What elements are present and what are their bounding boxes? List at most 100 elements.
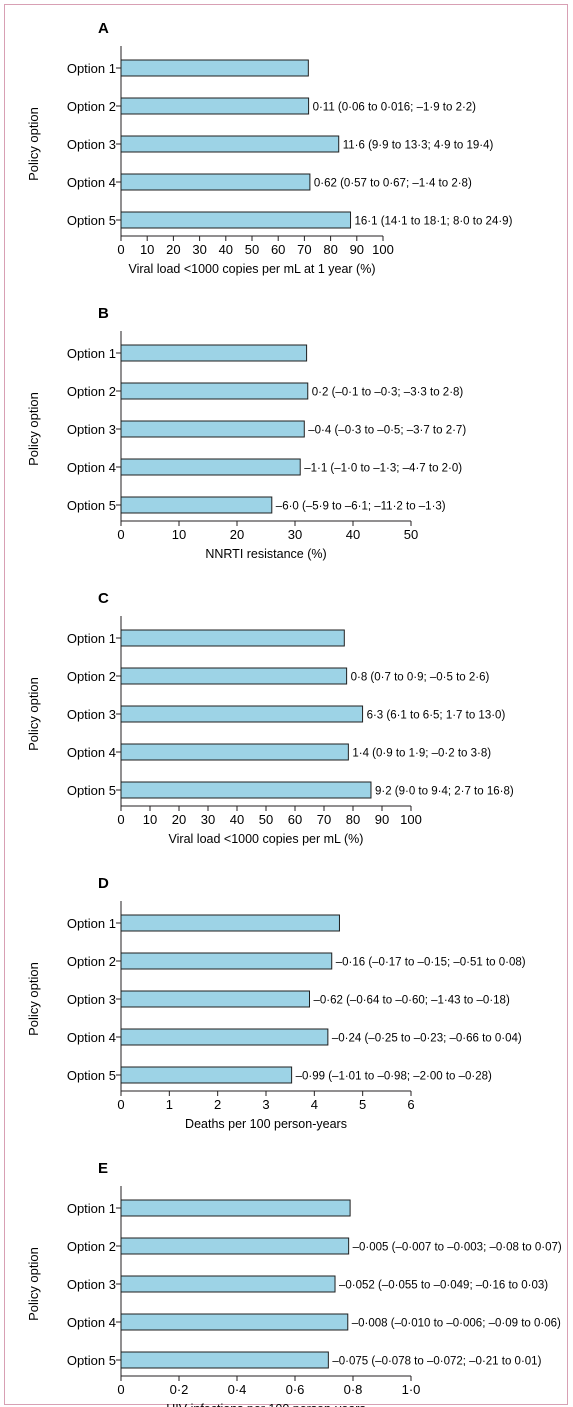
panel-e-x-tick-label: 1·0 xyxy=(402,1382,421,1397)
panel-e-x-tick-label: 0·6 xyxy=(286,1382,305,1397)
panel-d-bar xyxy=(120,1028,329,1046)
panel-d-x-tick-label: 3 xyxy=(262,1097,269,1112)
panel-b-x-tick-label: 50 xyxy=(404,527,418,542)
panel-d-y-axis-label: Policy option xyxy=(26,962,41,1036)
panel-c-x-tick-label: 50 xyxy=(259,812,273,827)
panel-d-bar-annotation: –0·99 (–1·01 to –0·98; –2·00 to –0·28) xyxy=(296,1071,492,1083)
panel-a-category-label: Option 2 xyxy=(67,99,116,114)
panel-e-bar xyxy=(120,1199,351,1217)
panel-b-bar xyxy=(120,382,309,400)
panel-c-category-label: Option 1 xyxy=(67,631,116,646)
panel-b-x-tick-label: 20 xyxy=(230,527,244,542)
panel-e-y-axis-label: Policy option xyxy=(26,1247,41,1321)
panel-e-bar xyxy=(120,1313,349,1331)
panel-c-x-tick-label: 80 xyxy=(346,812,360,827)
panel-b-bar xyxy=(120,458,301,476)
panel-c-y-axis-label: Policy option xyxy=(26,677,41,751)
panel-a-x-tick-label: 60 xyxy=(271,242,285,257)
panel-b-category-label: Option 5 xyxy=(67,498,116,513)
panel-c-bar-annotation: 0·8 (0·7 to 0·9; –0·5 to 2·6) xyxy=(351,672,490,684)
panel-d-category-label: Option 1 xyxy=(67,916,116,931)
panel-a-bar-annotation: 0·11 (0·06 to 0·016; –1·9 to 2·2) xyxy=(313,102,477,114)
panel-a-bar-annotation: 16·1 (14·1 to 18·1; 8·0 to 24·9) xyxy=(355,216,513,228)
panel-c-x-axis-label: Viral load <1000 copies per mL (%) xyxy=(169,832,364,846)
panel-d-bar-annotation: –0·62 (–0·64 to –0·60; –1·43 to –0·18) xyxy=(314,995,510,1007)
panel-c-x-tick-label: 100 xyxy=(400,812,422,827)
panel-c-x-tick-label: 90 xyxy=(375,812,389,827)
panel-d-bar xyxy=(120,952,333,970)
panel-b-x-tick-label: 0 xyxy=(117,527,124,542)
panel-d-bar xyxy=(120,990,310,1008)
panel-a-x-tick-label: 100 xyxy=(372,242,394,257)
panel-a-bar-annotation: 11·6 (9·9 to 13·3; 4·9 to 19·4) xyxy=(343,140,494,152)
panel-d-bar xyxy=(120,914,340,932)
panel-d-x-tick-label: 2 xyxy=(214,1097,221,1112)
panel-d-category-label: Option 2 xyxy=(67,954,116,969)
panel-a-x-tick-label: 30 xyxy=(192,242,206,257)
panel-a-bar xyxy=(120,173,311,191)
panel-b-x-axis-label: NNRTI resistance (%) xyxy=(205,547,326,561)
panel-e-letter: E xyxy=(98,1160,108,1177)
panel-a-category-label: Option 4 xyxy=(67,175,116,190)
panel-a-bar xyxy=(120,211,352,229)
panel-b-x-tick-label: 10 xyxy=(172,527,186,542)
panel-b-x-tick-label: 40 xyxy=(346,527,360,542)
panel-c-x-tick-label: 10 xyxy=(143,812,157,827)
panel-c-category-label: Option 4 xyxy=(67,745,116,760)
panel-e-x-tick-label: 0·4 xyxy=(228,1382,247,1397)
panel-a-x-axis-label: Viral load <1000 copies per mL at 1 year… xyxy=(128,262,375,276)
panel-e-category-label: Option 5 xyxy=(67,1353,116,1368)
panel-c-category-label: Option 2 xyxy=(67,669,116,684)
panel-a-x-tick-label: 40 xyxy=(219,242,233,257)
panel-c-x-tick-label: 40 xyxy=(230,812,244,827)
panel-a-x-tick-label: 80 xyxy=(323,242,337,257)
panel-c-x-tick-label: 70 xyxy=(317,812,331,827)
panel-b-category-label: Option 1 xyxy=(67,346,116,361)
panel-a-category-label: Option 1 xyxy=(67,61,116,76)
panel-a-bar-annotation: 0·62 (0·57 to 0·67; –1·4 to 2·8) xyxy=(314,178,472,190)
panel-d-bar xyxy=(120,1066,293,1084)
panel-c-bar-annotation: 9·2 (9·0 to 9·4; 2·7 to 16·8) xyxy=(375,786,514,798)
panel-d-x-tick-label: 5 xyxy=(359,1097,366,1112)
panel-b-x-tick-label: 30 xyxy=(288,527,302,542)
panel-e-x-tick-label: 0 xyxy=(117,1382,124,1397)
panel-b-letter: B xyxy=(98,305,109,322)
panel-e-bar-annotation: –0·075 (–0·078 to –0·072; –0·21 to 0·01) xyxy=(332,1356,541,1368)
panel-a-x-tick-label: 90 xyxy=(350,242,364,257)
panel-e-bar xyxy=(120,1237,350,1255)
panel-d-letter: D xyxy=(98,875,109,892)
panel-e-category-label: Option 1 xyxy=(67,1201,116,1216)
panel-c-bar xyxy=(120,667,348,685)
panel-d-x-axis-label: Deaths per 100 person-years xyxy=(185,1117,347,1131)
panel-c-x-tick-label: 0 xyxy=(117,812,124,827)
panel-d-category-label: Option 4 xyxy=(67,1030,116,1045)
panel-e-bar-annotation: –0·008 (–0·010 to –0·006; –0·09 to 0·06) xyxy=(352,1318,561,1330)
panel-d-x-tick-label: 6 xyxy=(407,1097,414,1112)
panel-b-category-label: Option 3 xyxy=(67,422,116,437)
panel-a-x-tick-label: 70 xyxy=(297,242,311,257)
panel-d-x-tick-label: 1 xyxy=(166,1097,173,1112)
panel-e-category-label: Option 3 xyxy=(67,1277,116,1292)
panel-e-bar xyxy=(120,1351,329,1369)
figure-frame xyxy=(4,4,568,1405)
panel-e-bar-annotation: –0·052 (–0·055 to –0·049; –0·16 to 0·03) xyxy=(339,1280,548,1292)
panel-a-bar xyxy=(120,59,309,77)
panel-a-bar xyxy=(120,97,310,115)
panel-b-category-label: Option 4 xyxy=(67,460,116,475)
panel-c-x-tick-label: 30 xyxy=(201,812,215,827)
panel-c-bar xyxy=(120,781,372,799)
panel-b-bar-annotation: –0·4 (–0·3 to –0·5; –3·7 to 2·7) xyxy=(308,425,466,437)
panel-c-bar xyxy=(120,629,345,647)
panel-a-x-tick-label: 50 xyxy=(245,242,259,257)
panel-d-bar-annotation: –0·24 (–0·25 to –0·23; –0·66 to 0·04) xyxy=(332,1033,522,1045)
panel-a-letter: A xyxy=(98,20,109,37)
panel-c-bar xyxy=(120,743,349,761)
panel-b-bar xyxy=(120,420,305,438)
panel-e-x-tick-label: 0·2 xyxy=(170,1382,189,1397)
panel-b-bar xyxy=(120,344,308,362)
panel-e-x-tick-label: 0·8 xyxy=(344,1382,363,1397)
panel-d-category-label: Option 3 xyxy=(67,992,116,1007)
panel-b-bar-annotation: –1·1 (–1·0 to –1·3; –4·7 to 2·0) xyxy=(304,463,462,475)
panel-e-x-axis-label: HIV infections per 100 person-years xyxy=(166,1402,365,1407)
